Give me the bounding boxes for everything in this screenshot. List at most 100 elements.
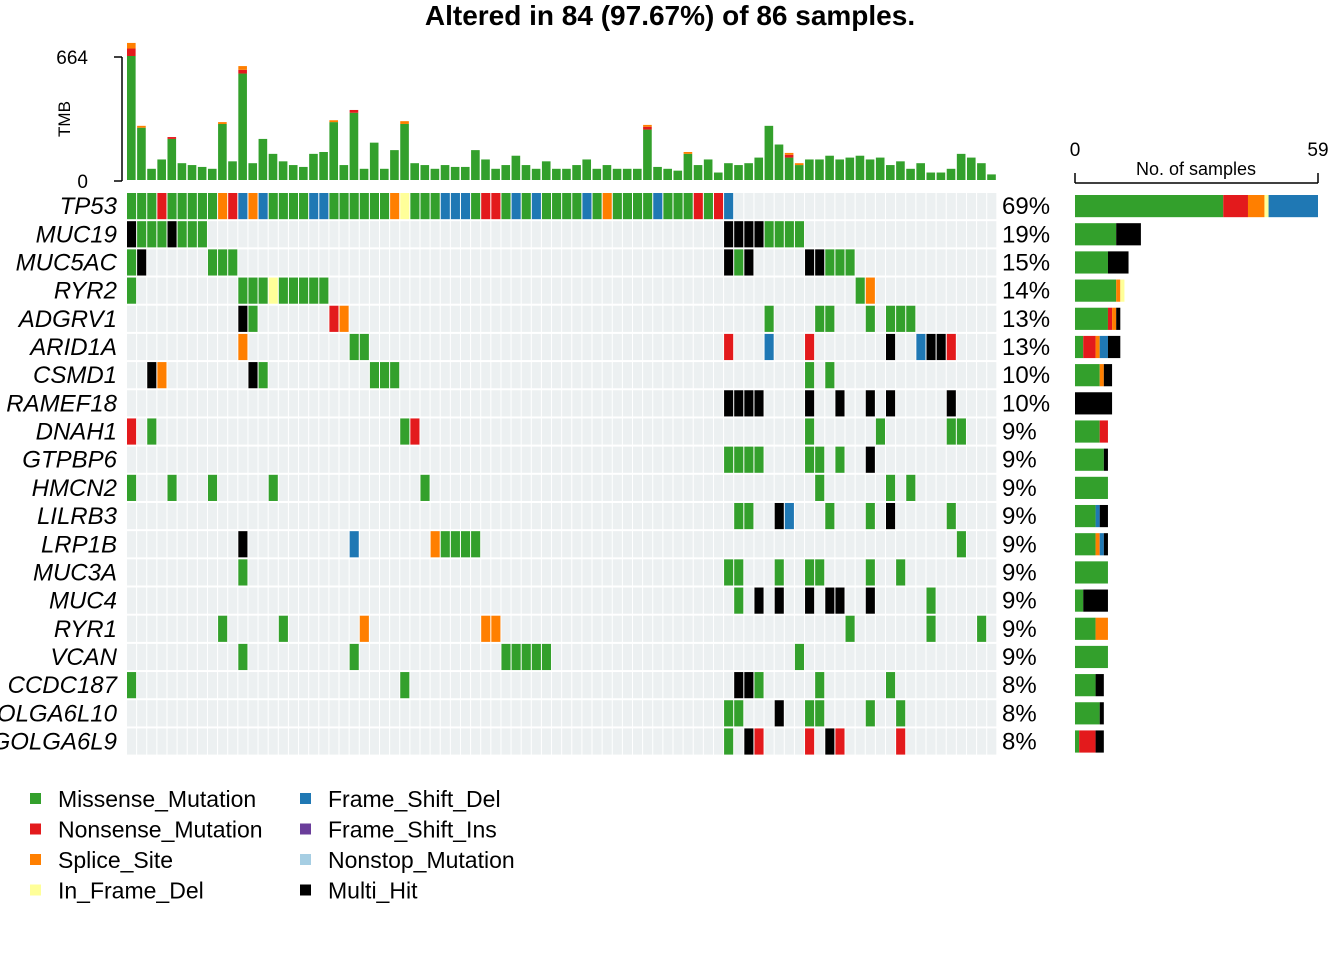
- mutation-cell: [400, 193, 410, 220]
- side-bar-segment: [1075, 504, 1096, 528]
- empty-cell: [683, 502, 693, 530]
- empty-cell: [137, 587, 147, 614]
- empty-cell: [896, 502, 906, 530]
- mutation-cell: [896, 559, 906, 586]
- percent-label: 14%: [1002, 278, 1050, 305]
- empty-cell: [835, 221, 845, 248]
- empty-cell: [855, 418, 865, 445]
- empty-cell: [916, 728, 926, 755]
- empty-cell: [137, 362, 147, 389]
- empty-cell: [673, 277, 683, 304]
- empty-cell: [369, 390, 379, 417]
- empty-cell: [177, 672, 187, 699]
- empty-cell: [521, 221, 531, 248]
- mutation-cell: [238, 193, 248, 220]
- mutation-cell: [369, 193, 379, 220]
- empty-cell: [936, 221, 946, 248]
- mutation-cell: [329, 193, 339, 220]
- tmb-bar: [349, 112, 359, 180]
- empty-cell: [653, 305, 663, 332]
- empty-cell: [875, 643, 885, 671]
- mutation-cell: [157, 221, 167, 248]
- empty-cell: [501, 587, 511, 614]
- empty-cell: [319, 643, 329, 671]
- legend-swatch: [30, 793, 41, 804]
- empty-cell: [521, 474, 531, 501]
- empty-cell: [329, 615, 339, 642]
- empty-cell: [835, 672, 845, 699]
- tmb-bar: [228, 161, 237, 180]
- empty-cell: [147, 672, 157, 699]
- side-bar-segment: [1075, 335, 1084, 359]
- empty-cell: [238, 672, 248, 699]
- tmb-bar: [268, 153, 278, 180]
- empty-cell: [744, 193, 754, 220]
- empty-cell: [197, 672, 207, 699]
- empty-cell: [582, 672, 592, 699]
- empty-cell: [936, 305, 946, 332]
- empty-cell: [987, 474, 997, 501]
- empty-cell: [390, 249, 400, 276]
- empty-cell: [713, 390, 724, 417]
- empty-cell: [855, 502, 865, 530]
- empty-cell: [825, 221, 835, 248]
- empty-cell: [218, 474, 228, 501]
- mutation-cell: [896, 700, 906, 727]
- side-bar-segment: [1075, 251, 1108, 274]
- empty-cell: [845, 474, 855, 501]
- empty-cell: [238, 615, 248, 642]
- empty-cell: [481, 728, 491, 755]
- empty-cell: [693, 474, 703, 501]
- percent-label: 9%: [1002, 503, 1037, 530]
- empty-cell: [896, 418, 906, 445]
- empty-cell: [703, 502, 713, 530]
- empty-cell: [238, 587, 248, 614]
- mutation-cell: [481, 193, 491, 220]
- empty-cell: [754, 418, 764, 445]
- empty-cell: [248, 700, 258, 727]
- empty-cell: [794, 531, 805, 558]
- empty-cell: [703, 390, 713, 417]
- empty-cell: [612, 446, 622, 473]
- empty-cell: [541, 728, 552, 755]
- empty-cell: [278, 418, 288, 445]
- mutation-cell: [278, 193, 288, 220]
- mutation-cell: [825, 728, 835, 755]
- empty-cell: [926, 446, 936, 473]
- empty-cell: [400, 474, 410, 501]
- tmb-bar-segment: [349, 109, 359, 113]
- mutation-cell: [865, 587, 875, 614]
- mutation-cell: [390, 362, 400, 389]
- tmb-bar-segment: [167, 137, 177, 139]
- empty-cell: [349, 390, 359, 417]
- empty-cell: [511, 446, 521, 473]
- empty-cell: [582, 446, 592, 473]
- empty-cell: [906, 587, 916, 614]
- percent-label: 8%: [1002, 729, 1037, 756]
- empty-cell: [633, 474, 643, 501]
- mutation-cell: [724, 446, 734, 473]
- empty-cell: [299, 587, 309, 614]
- empty-cell: [460, 728, 471, 755]
- empty-cell: [977, 362, 987, 389]
- empty-cell: [511, 559, 521, 586]
- empty-cell: [916, 193, 926, 220]
- empty-cell: [886, 193, 896, 220]
- mutation-cell: [734, 700, 744, 727]
- empty-cell: [774, 446, 784, 473]
- empty-cell: [288, 700, 299, 727]
- mutation-cell: [380, 193, 390, 220]
- empty-cell: [703, 615, 713, 642]
- empty-cell: [612, 643, 622, 671]
- mutation-cell: [744, 728, 754, 755]
- empty-cell: [400, 362, 410, 389]
- empty-cell: [521, 531, 531, 558]
- empty-cell: [572, 418, 582, 445]
- empty-cell: [562, 559, 572, 586]
- empty-cell: [977, 333, 987, 361]
- empty-cell: [481, 333, 491, 361]
- empty-cell: [481, 531, 491, 558]
- empty-cell: [207, 333, 218, 361]
- mutation-cell: [238, 333, 248, 361]
- empty-cell: [896, 249, 906, 276]
